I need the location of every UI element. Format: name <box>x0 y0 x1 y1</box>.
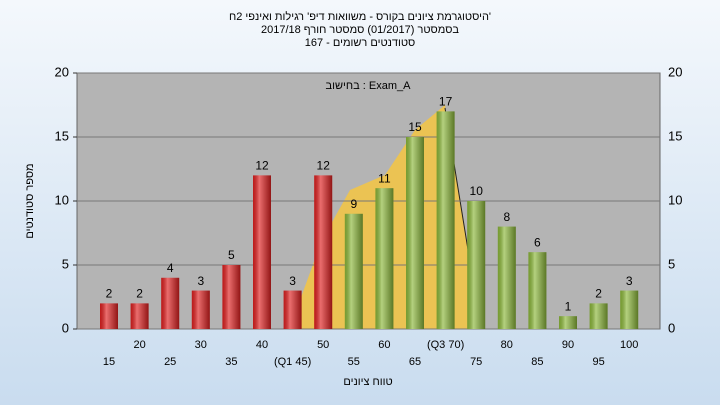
bar-shade <box>344 213 363 329</box>
chart-title: היסטוגרמת ציונים בקורס - משוואות דיפ' רג… <box>229 10 491 23</box>
y-tick-label: 10 <box>55 192 69 207</box>
bar-shade <box>191 290 210 329</box>
value-label: 5 <box>228 248 235 262</box>
bar-shade <box>528 252 547 329</box>
y2-tick-label: 20 <box>668 64 682 79</box>
bar-shade <box>130 303 149 329</box>
x-tick-label: (Q1 45) <box>274 356 311 368</box>
value-label: 1 <box>565 299 572 313</box>
x-tick-label: 20 <box>133 339 145 351</box>
value-label: 3 <box>289 274 296 288</box>
bar-shade <box>406 137 424 329</box>
value-label: 2 <box>595 287 602 301</box>
bar-shade <box>559 316 577 329</box>
y-tick-label: 15 <box>55 128 69 143</box>
y2-tick-label: 5 <box>668 256 675 271</box>
y2-tick-label: 0 <box>668 320 675 335</box>
bar-shade <box>314 175 333 329</box>
value-label: 2 <box>106 287 113 301</box>
x-tick-label: 95 <box>592 356 604 368</box>
value-label: 8 <box>503 210 510 224</box>
chart-subtitle: סטודנטים רשומים - 167 <box>305 37 416 49</box>
y2-tick-label: 15 <box>668 128 682 143</box>
value-label: 3 <box>626 274 633 288</box>
y-axis-label: מספר סטודנטים <box>24 163 36 238</box>
x-tick-label: 50 <box>317 339 329 351</box>
value-label: 12 <box>317 159 331 173</box>
value-label: 4 <box>167 261 174 275</box>
value-label: 3 <box>197 274 204 288</box>
x-tick-label: 30 <box>195 339 207 351</box>
annotation: בחישוב : Exam_A <box>326 80 412 92</box>
x-tick-label: 60 <box>378 339 390 351</box>
value-label: 11 <box>378 171 391 185</box>
bar-shade <box>253 175 271 329</box>
bar-shade <box>161 277 180 329</box>
y-tick-label: 0 <box>62 320 69 335</box>
x-tick-label: 55 <box>348 356 360 368</box>
x-tick-label: 25 <box>164 356 176 368</box>
value-label: 10 <box>470 184 484 198</box>
bar-shade <box>222 265 241 329</box>
y-tick-label: 20 <box>55 64 69 79</box>
x-tick-label: 100 <box>620 339 638 351</box>
value-label: 6 <box>534 235 541 249</box>
value-label: 2 <box>136 287 143 301</box>
x-tick-label: 65 <box>409 356 421 368</box>
bar-shade <box>375 188 394 329</box>
bar-shade <box>497 226 516 329</box>
value-label: 12 <box>255 159 269 173</box>
x-tick-label: 75 <box>470 356 482 368</box>
value-label: 9 <box>350 197 357 211</box>
x-tick-label: 15 <box>103 356 115 368</box>
x-tick-label: 90 <box>562 339 574 351</box>
value-label: 15 <box>408 120 422 134</box>
bar-shade <box>589 303 608 329</box>
chart-subtitle: בסמסטר (01/2017) סמסטר חורף 2017/18 <box>261 24 459 36</box>
y2-tick-label: 10 <box>668 192 682 207</box>
x-axis-label: טווח ציונים <box>343 376 392 388</box>
bar-shade <box>620 290 639 329</box>
bar-shade <box>467 201 486 329</box>
x-tick-label: (Q3 70) <box>427 339 464 351</box>
bar-shade <box>283 290 302 329</box>
x-tick-label: 35 <box>225 356 237 368</box>
x-tick-label: 40 <box>256 339 268 351</box>
value-label: 17 <box>439 95 453 109</box>
x-tick-label: 80 <box>501 339 513 351</box>
x-tick-label: 85 <box>531 356 543 368</box>
y-tick-label: 5 <box>62 256 69 271</box>
bar-shade <box>436 111 455 330</box>
bar-shade <box>100 303 118 329</box>
